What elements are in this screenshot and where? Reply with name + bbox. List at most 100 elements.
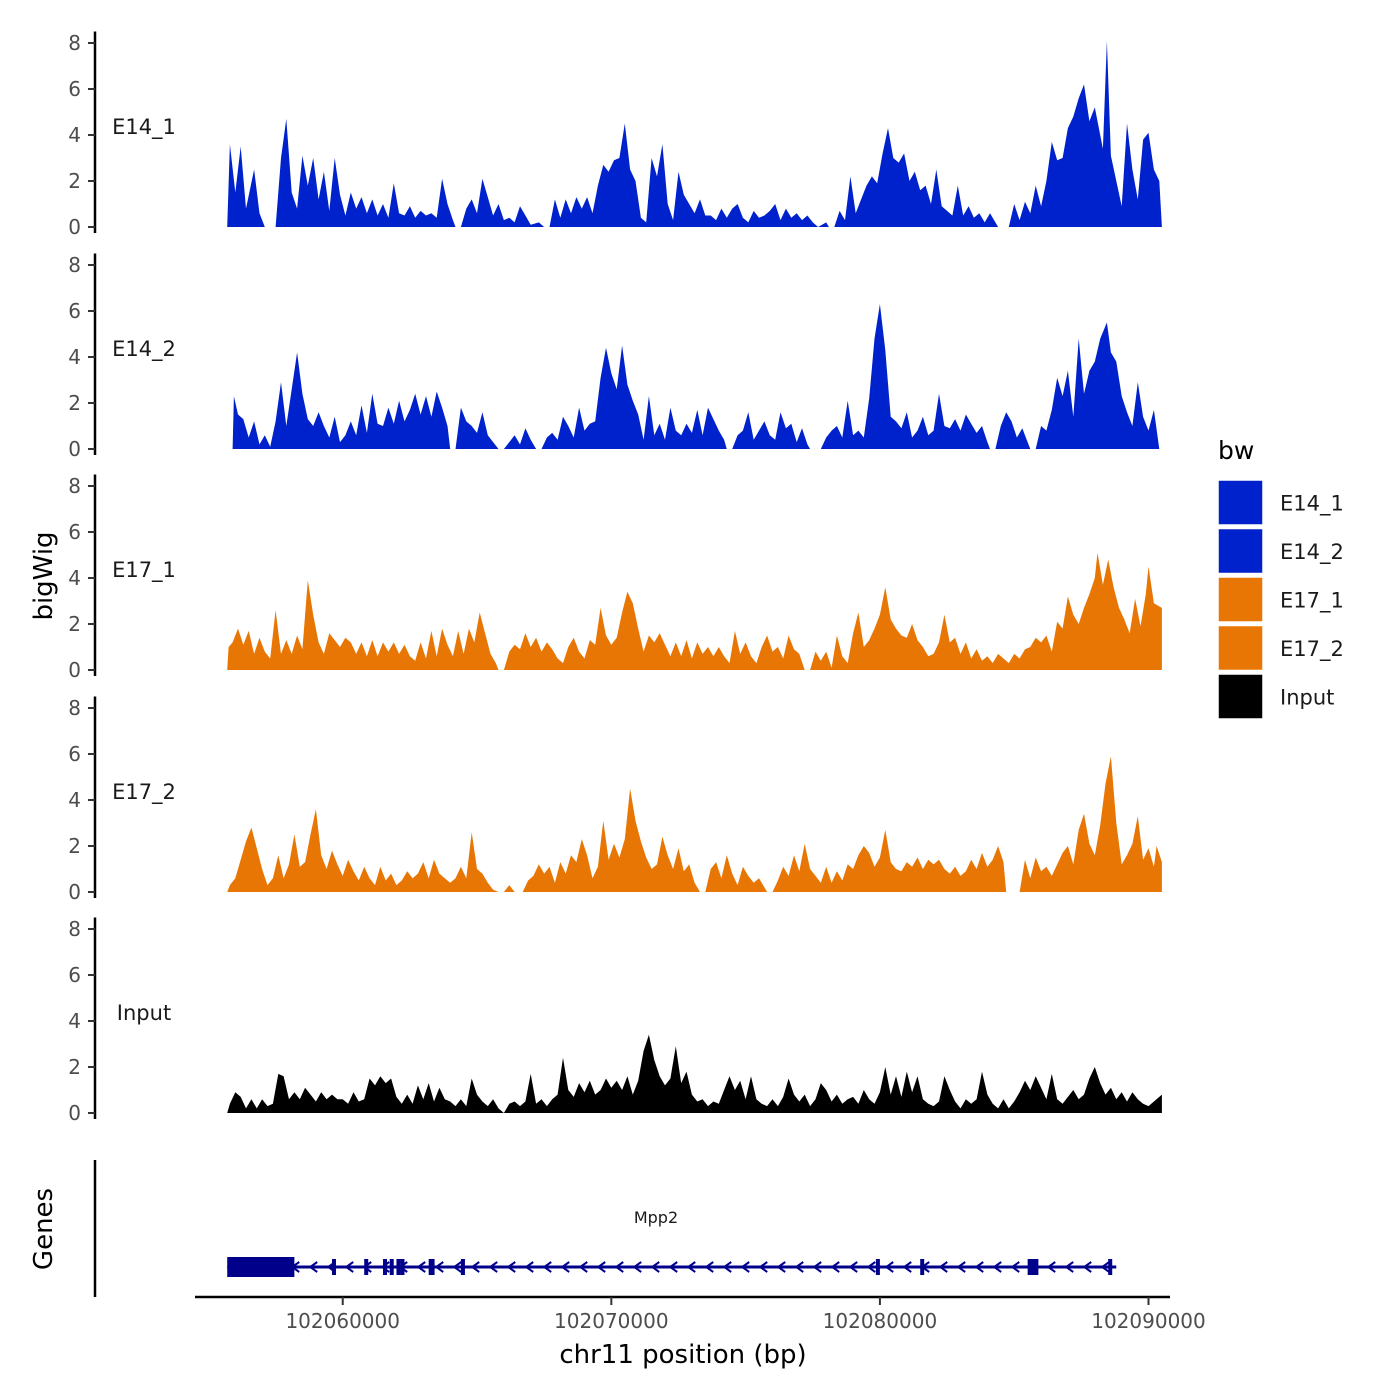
strand-arrow bbox=[974, 1261, 984, 1273]
track-label-E17_1: E17_1 bbox=[112, 558, 176, 583]
strand-arrow bbox=[632, 1261, 642, 1273]
signal-area-E14_1 bbox=[1008, 40, 1162, 228]
strand-arrow bbox=[614, 1261, 624, 1273]
legend-key-Input bbox=[1217, 673, 1264, 720]
strand-arrow bbox=[776, 1261, 786, 1273]
track-label-Input: Input bbox=[117, 1001, 171, 1025]
y-tick-label: 0 bbox=[68, 215, 81, 239]
legend-label-E14_1: E14_1 bbox=[1280, 492, 1344, 517]
legend-label-E17_2: E17_2 bbox=[1280, 637, 1344, 662]
strand-arrow bbox=[1046, 1261, 1056, 1273]
strand-arrow bbox=[758, 1261, 768, 1273]
strand-arrow bbox=[884, 1261, 894, 1273]
legend-key-E14_1 bbox=[1217, 479, 1264, 526]
legend-label-E17_1: E17_1 bbox=[1280, 589, 1344, 614]
signal-area-E17_1 bbox=[227, 580, 499, 670]
y-tick-label: 0 bbox=[68, 658, 81, 682]
legend-key-E17_1 bbox=[1217, 576, 1264, 623]
strand-arrow bbox=[992, 1261, 1002, 1273]
y-tick-label: 6 bbox=[68, 77, 81, 101]
y-axis-title: bigWig bbox=[29, 531, 59, 620]
strand-arrow bbox=[830, 1261, 840, 1273]
signal-area-E17_1 bbox=[810, 552, 1162, 670]
signal-area-Input bbox=[227, 1034, 1162, 1113]
strand-arrow bbox=[848, 1261, 858, 1273]
y-tick-label: 2 bbox=[68, 834, 81, 858]
track-E17_2: 0 2 4 6 8 E17_2 bbox=[68, 696, 1162, 904]
signal-area-E17_2 bbox=[705, 855, 768, 892]
y-tick-label: 6 bbox=[68, 742, 81, 766]
strand-arrow bbox=[488, 1261, 498, 1273]
y-tick-label: 4 bbox=[68, 345, 81, 369]
strand-arrow bbox=[578, 1261, 588, 1273]
y-tick-label: 0 bbox=[68, 880, 81, 904]
strand-arrow bbox=[416, 1261, 426, 1273]
signal-area-E14_2 bbox=[1035, 322, 1160, 449]
y-tick-label: 4 bbox=[68, 566, 81, 590]
strand-arrow bbox=[506, 1261, 516, 1273]
y-tick-label: 8 bbox=[68, 917, 81, 941]
signal-area-E14_2 bbox=[820, 304, 990, 449]
track-Input: 0 2 4 6 8 Input bbox=[68, 917, 1162, 1125]
signal-area-E14_1 bbox=[460, 178, 545, 227]
signal-area-E17_1 bbox=[503, 591, 805, 670]
signal-area-E14_1 bbox=[834, 128, 999, 227]
strand-arrow bbox=[596, 1261, 606, 1273]
track-label-E14_1: E14_1 bbox=[112, 115, 176, 140]
track-label-E17_2: E17_2 bbox=[112, 780, 176, 805]
tracks-layer: 0 2 4 6 8 E14_1 0 2 4 6 8 E14_2 0 2 4 6 8 E17_1 0 2 4 6 8 E17_2… bbox=[68, 31, 1162, 1125]
signal-area-E17_2 bbox=[772, 829, 1007, 892]
x-axis-title: chr11 position (bp) bbox=[559, 1340, 806, 1370]
signal-area-E14_1 bbox=[227, 144, 265, 227]
legend-label-Input: Input bbox=[1280, 686, 1334, 710]
track-E17_1: 0 2 4 6 8 E17_1 bbox=[68, 474, 1162, 682]
strand-arrow bbox=[434, 1261, 444, 1273]
y-tick-label: 2 bbox=[68, 1055, 81, 1079]
signal-area-E14_2 bbox=[232, 352, 451, 449]
track-E14_2: 0 2 4 6 8 E14_2 bbox=[68, 253, 1160, 461]
legend-title: bw bbox=[1218, 436, 1254, 465]
exon bbox=[875, 1259, 880, 1275]
strand-arrow bbox=[1082, 1261, 1092, 1273]
exon bbox=[920, 1259, 925, 1275]
strand-arrow bbox=[470, 1261, 480, 1273]
gene-name-label: Mpp2 bbox=[634, 1208, 678, 1227]
strand-arrow bbox=[812, 1261, 822, 1273]
strand-arrow bbox=[902, 1261, 912, 1273]
y-tick-label: 2 bbox=[68, 169, 81, 193]
y-tick-label: 0 bbox=[68, 1101, 81, 1125]
legend-key-E14_2 bbox=[1217, 527, 1264, 575]
strand-arrow bbox=[344, 1261, 354, 1273]
x-tick-label: 102080000 bbox=[823, 1309, 938, 1333]
strand-arrow bbox=[866, 1261, 876, 1273]
strand-arrow bbox=[740, 1261, 750, 1273]
exon bbox=[389, 1259, 394, 1275]
strand-arrow bbox=[1064, 1261, 1074, 1273]
x-tick-label: 102090000 bbox=[1091, 1309, 1206, 1333]
x-tick-label: 102070000 bbox=[554, 1309, 669, 1333]
y-tick-label: 8 bbox=[68, 474, 81, 498]
signal-area-E14_2 bbox=[995, 412, 1031, 449]
legend-key-E17_2 bbox=[1217, 624, 1264, 672]
strand-arrow bbox=[938, 1261, 948, 1273]
y-tick-label: 2 bbox=[68, 612, 81, 636]
signal-area-E14_2 bbox=[541, 345, 727, 449]
exon bbox=[364, 1259, 369, 1275]
y-tick-label: 0 bbox=[68, 437, 81, 461]
y-tick-label: 4 bbox=[68, 788, 81, 812]
track-E14_1: 0 2 4 6 8 E14_1 bbox=[68, 31, 1162, 239]
y-tick-label: 6 bbox=[68, 520, 81, 544]
genes-track bbox=[93, 1160, 1117, 1297]
y-tick-label: 8 bbox=[68, 253, 81, 277]
strand-arrow bbox=[524, 1261, 534, 1273]
legend-label-E14_2: E14_2 bbox=[1280, 540, 1344, 565]
signal-area-E14_1 bbox=[549, 123, 829, 227]
signal-area-E17_2 bbox=[503, 885, 515, 892]
y-tick-label: 6 bbox=[68, 963, 81, 987]
y-tick-label: 2 bbox=[68, 391, 81, 415]
strand-arrow bbox=[704, 1261, 714, 1273]
y-tick-label: 6 bbox=[68, 299, 81, 323]
strand-arrow bbox=[722, 1261, 732, 1273]
signal-area-E17_2 bbox=[1019, 756, 1162, 892]
strand-arrow bbox=[650, 1261, 660, 1273]
